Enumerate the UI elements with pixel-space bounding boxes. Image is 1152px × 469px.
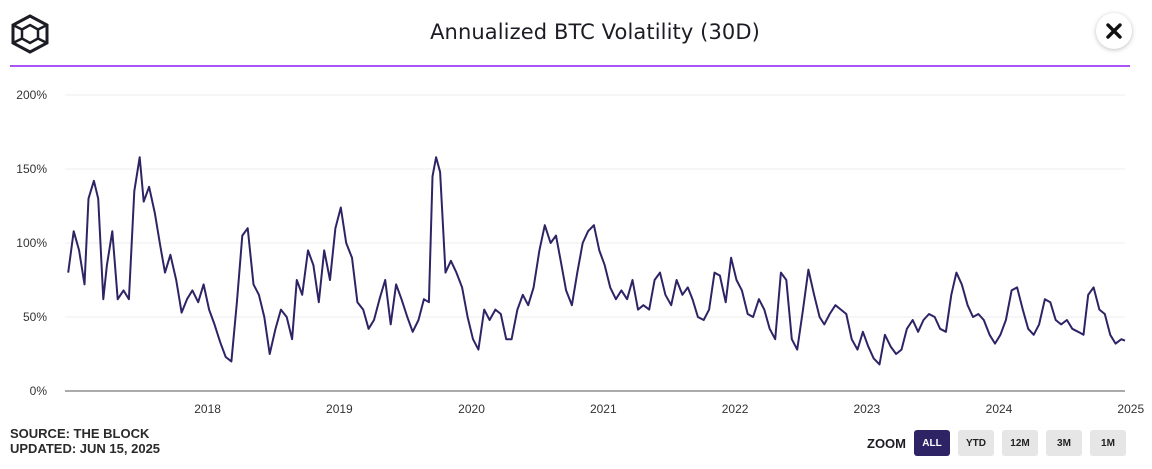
x-tick-label: 2022: [722, 402, 749, 416]
x-tick-label: 2020: [458, 402, 485, 416]
zoom-12m-button[interactable]: 12M: [1002, 430, 1038, 456]
y-tick-label: 50%: [23, 310, 47, 324]
x-tick-label: 2024: [986, 402, 1013, 416]
close-button[interactable]: [1096, 13, 1132, 49]
y-tick-label: 150%: [16, 162, 47, 176]
volatility-series-line: [67, 156, 1126, 366]
x-tick-label: 2025: [1117, 402, 1144, 416]
zoom-3m-button[interactable]: 3M: [1046, 430, 1082, 456]
x-tick-label: 2023: [854, 402, 881, 416]
x-tick-label: 2021: [590, 402, 617, 416]
x-tick-label: 2019: [326, 402, 353, 416]
zoom-1m-button[interactable]: 1M: [1090, 430, 1126, 456]
y-tick-label: 0%: [30, 384, 48, 398]
chart-title: Annualized BTC Volatility (30D): [430, 20, 760, 44]
y-tick-label: 100%: [16, 236, 47, 250]
zoom-all-button[interactable]: ALL: [914, 430, 950, 456]
zoom-ytd-button[interactable]: YTD: [958, 430, 994, 456]
zoom-label: ZOOM: [867, 435, 906, 451]
header-divider: [10, 65, 1130, 67]
y-tick-label: 200%: [16, 88, 47, 102]
zoom-controls: ZOOM ALL YTD 12M 3M 1M: [867, 430, 1126, 456]
updated-label: UPDATED: JUN 15, 2025: [10, 441, 161, 456]
source-note: SOURCE: THE BLOCK UPDATED: JUN 15, 2025: [10, 426, 160, 456]
x-tick-label: 2018: [194, 402, 221, 416]
close-icon: [1106, 23, 1122, 39]
source-label: SOURCE: THE BLOCK: [10, 426, 150, 441]
the-block-logo-icon: [11, 14, 49, 54]
